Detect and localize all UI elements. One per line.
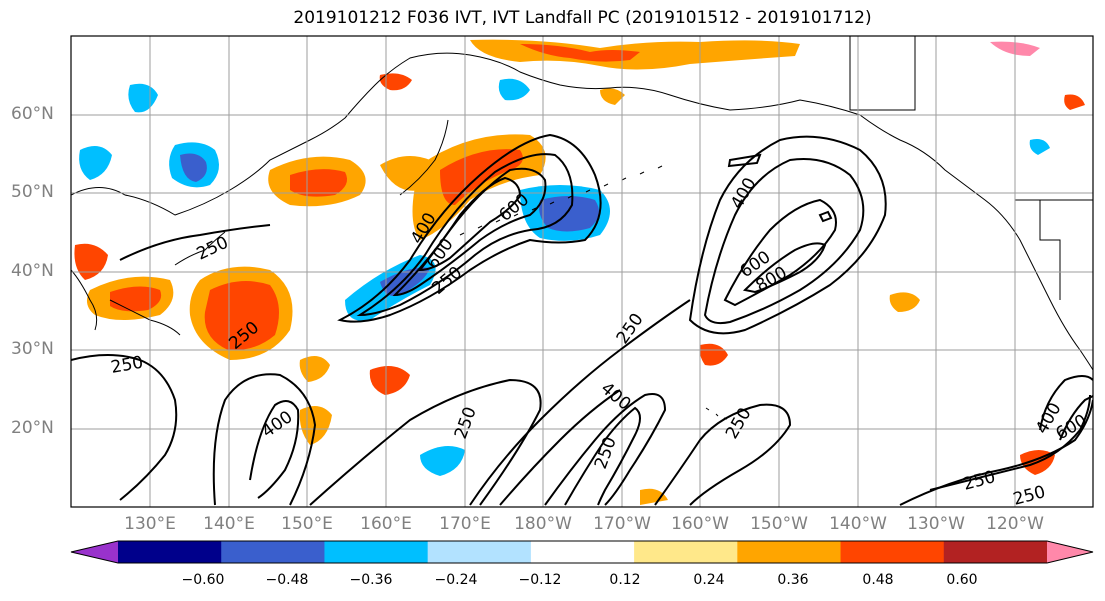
map-frame: [70, 35, 1094, 508]
contour-label: 250: [613, 310, 648, 348]
colorbar-tick-label: 0.60: [946, 572, 978, 588]
contour-label: 250: [109, 353, 144, 378]
colorbar-segment: [943, 541, 1048, 563]
colorbar: [70, 540, 1094, 564]
lat-label: 60°N: [11, 104, 54, 124]
lon-label: 150°E: [281, 514, 333, 534]
ivt-anomaly-shading: [74, 39, 1085, 505]
contour-label: 250: [722, 404, 756, 442]
contour-label: 250: [1011, 482, 1048, 510]
latlon-grid: [71, 36, 1093, 507]
contour-label: 400: [597, 379, 635, 415]
colorbar-tick-label: 0.12: [609, 572, 641, 588]
colorbar-segment: [737, 541, 842, 563]
lat-label: 40°N: [11, 261, 54, 281]
lat-label: 30°N: [11, 339, 54, 359]
lon-label: 170°E: [439, 514, 491, 534]
lon-label: 140°W: [829, 514, 887, 534]
contour-label: 250: [194, 233, 232, 265]
lon-label: 160°E: [360, 514, 412, 534]
colorbar-outline: [70, 540, 1094, 564]
colorbar-tick-label: 0.24: [693, 572, 725, 588]
colorbar-extend-low: [71, 541, 118, 563]
lat-label: 20°N: [11, 418, 54, 438]
map-title: 2019101212 F036 IVT, IVT Landfall PC (20…: [293, 8, 872, 28]
lon-label: 120°W: [986, 514, 1044, 534]
lon-label: 170°W: [593, 514, 651, 534]
colorbar-segment: [530, 541, 635, 563]
contour-label: 250: [961, 467, 998, 495]
colorbar-segment: [221, 541, 325, 563]
colorbar-tick-label: 0.48: [862, 572, 894, 588]
ivt-contours: [71, 133, 1093, 506]
colorbar-extend-high: [1047, 541, 1093, 563]
lon-label: 130°W: [907, 514, 965, 534]
colorbar-segment: [840, 541, 945, 563]
colorbar-segment: [118, 541, 222, 563]
lon-label: 130°E: [124, 514, 176, 534]
colorbar-segment: [427, 541, 532, 563]
lat-label: 50°N: [11, 182, 54, 202]
colorbar-segment: [324, 541, 429, 563]
colorbar-tick-label: −0.24: [434, 572, 478, 588]
colorbar-tick-label: −0.48: [265, 572, 309, 588]
colorbar-segment: [634, 541, 738, 563]
lon-label: 180°W: [514, 514, 572, 534]
contour-label: 400: [258, 407, 296, 442]
lon-label: 140°E: [203, 514, 255, 534]
colorbar-tick-label: −0.60: [181, 572, 225, 588]
colorbar-tick-label: −0.12: [518, 572, 562, 588]
contour-label: 250: [451, 404, 481, 441]
lon-label: 150°W: [750, 514, 808, 534]
lon-label: 160°W: [671, 514, 729, 534]
colorbar-tick-label: −0.36: [349, 572, 393, 588]
colorbar-tick-label: 0.36: [777, 572, 809, 588]
